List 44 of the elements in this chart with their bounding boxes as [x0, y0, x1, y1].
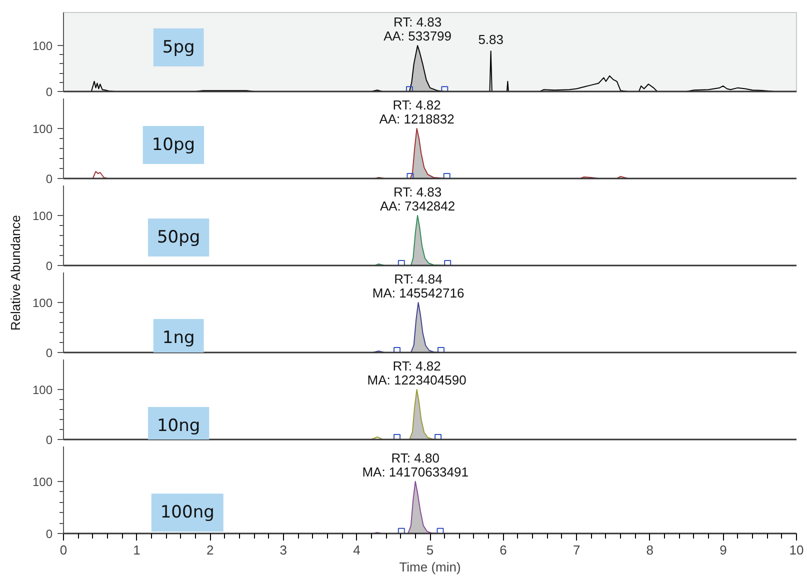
x-tick-label: 4 [353, 542, 360, 558]
annotation: RT: 4.82 [392, 358, 441, 374]
text: 1ng [162, 328, 195, 348]
annotation: MA: 14170633491 [362, 464, 468, 480]
y-tick-label: 100 [32, 474, 53, 489]
y-tick-label: 0 [46, 527, 53, 541]
annotation: RT: 4.83 [393, 184, 442, 200]
annotation: RT: 4.82 [392, 98, 441, 112]
annotation: AA: 533799 [384, 28, 452, 44]
y-axis-title: Relative Abundance [8, 215, 23, 331]
y-tick-label: 100 [32, 209, 53, 223]
annotation: AA: 7342842 [380, 198, 456, 214]
y-tick-label: 0 [46, 259, 53, 273]
y-tick-label: 0 [46, 433, 53, 447]
text: 100ng [160, 502, 214, 523]
text: 50pg [156, 228, 200, 248]
y-tick-label: 100 [32, 296, 53, 310]
y-tick-label: 100 [32, 39, 53, 54]
text: 10pg [152, 135, 196, 155]
x-tick-label: 2 [206, 542, 214, 558]
y-tick-label: 0 [46, 346, 53, 360]
x-tick-label: 0 [60, 542, 68, 558]
annotation: RT: 4.80 [391, 450, 440, 466]
x-tick-label: 10 [789, 542, 804, 558]
annotation: 5.83 [478, 32, 504, 48]
x-axis-title: Time (min) [399, 560, 461, 574]
y-tick-label: 0 [46, 172, 53, 186]
x-tick-label: 1 [133, 542, 140, 558]
annotation: RT: 4.83 [393, 14, 442, 30]
x-tick-label: 6 [500, 542, 507, 558]
y-tick-label: 100 [32, 122, 53, 136]
text: 10ng [156, 416, 200, 436]
y-tick-label: 100 [32, 383, 53, 397]
annotation: RT: 4.84 [394, 272, 442, 286]
x-tick-label: 9 [720, 542, 727, 558]
annotation: MA: 145542716 [372, 286, 464, 300]
x-tick-label: 3 [280, 542, 288, 558]
text: 5pg [162, 37, 195, 58]
x-tick-label: 5 [426, 542, 434, 558]
annotation: MA: 1223404590 [367, 372, 466, 388]
y-tick-label: 0 [46, 85, 53, 99]
x-tick-label: 8 [646, 542, 654, 558]
x-tick-label: 7 [572, 542, 580, 558]
annotation: AA: 1218832 [379, 112, 454, 126]
